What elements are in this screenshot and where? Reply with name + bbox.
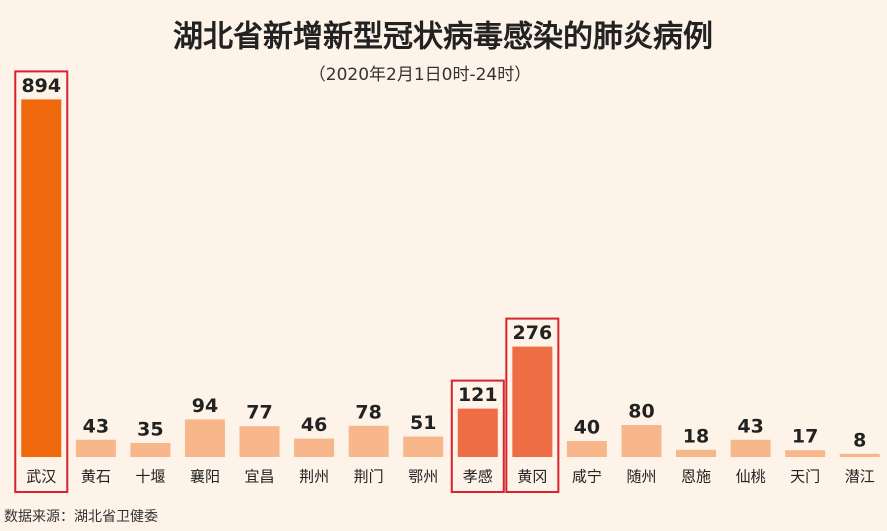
bar bbox=[348, 425, 389, 457]
bar bbox=[621, 425, 662, 457]
x-tick-label: 宜昌 bbox=[245, 468, 275, 486]
x-tick-label: 黄冈 bbox=[517, 468, 547, 486]
bar bbox=[130, 443, 171, 457]
x-tick-label: 武汉 bbox=[26, 468, 56, 486]
value-label: 18 bbox=[683, 425, 709, 447]
value-label: 80 bbox=[628, 401, 654, 423]
bar bbox=[457, 408, 498, 457]
highlight-box bbox=[14, 70, 69, 494]
value-label: 8 bbox=[853, 429, 866, 451]
x-tick-label: 咸宁 bbox=[572, 468, 602, 486]
x-tick-label: 黄石 bbox=[81, 468, 111, 486]
source: 数据来源：湖北省卫健委 bbox=[4, 509, 158, 525]
value-label: 43 bbox=[83, 415, 109, 437]
x-tick-label: 荆门 bbox=[354, 468, 384, 486]
chart-title: 湖北省新增新型冠状病毒感染的肺炎病例 bbox=[173, 20, 713, 55]
x-tick-label: 潜江 bbox=[845, 468, 875, 486]
value-label: 78 bbox=[355, 401, 381, 423]
value-label: 894 bbox=[21, 75, 61, 97]
x-tick-label: 随州 bbox=[626, 468, 656, 486]
bar bbox=[566, 441, 607, 457]
highlight-box bbox=[450, 379, 505, 494]
value-label: 46 bbox=[301, 414, 327, 436]
bar bbox=[184, 419, 225, 457]
x-tick-label: 十堰 bbox=[135, 468, 165, 486]
bar bbox=[512, 346, 553, 457]
value-label: 51 bbox=[410, 412, 436, 434]
x-tick-label: 鄂州 bbox=[408, 468, 438, 486]
value-label: 77 bbox=[246, 402, 272, 424]
x-tick-label: 天门 bbox=[790, 468, 820, 486]
bar bbox=[403, 436, 444, 457]
chart-subtitle: （2020年2月1日0时-24时） bbox=[309, 65, 531, 85]
bar bbox=[21, 99, 62, 458]
bar bbox=[839, 453, 880, 457]
value-label: 17 bbox=[792, 426, 818, 448]
value-label: 121 bbox=[458, 384, 498, 406]
bar bbox=[239, 426, 280, 457]
bar bbox=[294, 438, 335, 457]
x-tick-label: 荆州 bbox=[299, 468, 329, 486]
value-label: 43 bbox=[737, 415, 763, 437]
bar bbox=[75, 439, 116, 457]
highlight-box bbox=[505, 317, 560, 493]
x-tick-label: 恩施 bbox=[681, 468, 711, 486]
value-label: 40 bbox=[574, 417, 600, 439]
value-label: 94 bbox=[192, 395, 218, 417]
value-label: 276 bbox=[513, 322, 553, 344]
x-tick-label: 襄阳 bbox=[190, 468, 220, 486]
bar bbox=[676, 449, 717, 457]
bar bbox=[785, 450, 826, 457]
bar bbox=[730, 439, 771, 457]
value-label: 35 bbox=[137, 419, 163, 441]
x-tick-label: 孝感 bbox=[463, 468, 493, 486]
x-tick-label: 仙桃 bbox=[736, 468, 766, 486]
